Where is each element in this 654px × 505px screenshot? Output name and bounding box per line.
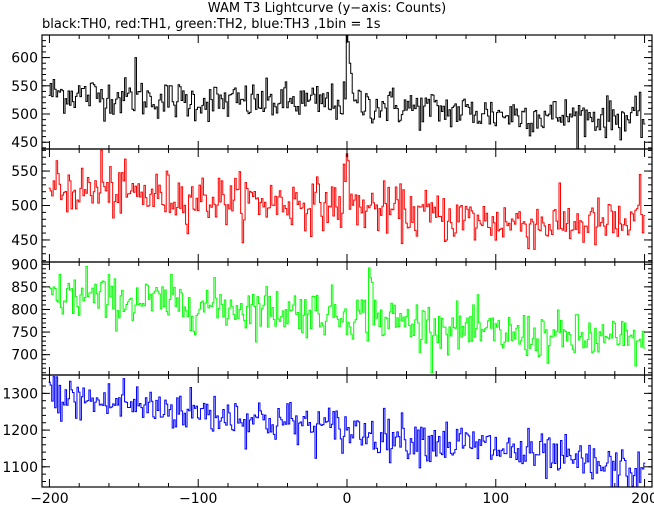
chart-title: WAM T3 Lightcurve (y−axis: Counts) — [207, 1, 447, 16]
xtick-label-2: 0 — [343, 491, 352, 505]
series-2-line — [48, 266, 646, 374]
panel-0-ytick-label-2: 550 — [11, 79, 38, 95]
panel-2-ytick-label-1: 750 — [11, 325, 38, 341]
panel-0-ytick-label-1: 500 — [11, 107, 38, 123]
series-3-line — [48, 376, 646, 487]
panel-0-ytick-label-3: 600 — [11, 51, 38, 67]
panel-3-ytick-label-2: 1300 — [2, 386, 38, 402]
panel-3-frame — [41, 374, 653, 488]
panel-1-ytick-label-2: 550 — [11, 164, 38, 180]
panel-2-ytick-label-3: 850 — [11, 280, 38, 296]
xtick-label-4: 200 — [631, 491, 654, 505]
chart-subtitle: black:TH0, red:TH1, green:TH2, blue:TH3 … — [42, 17, 381, 32]
xtick-label-1: −100 — [179, 491, 217, 505]
panel-3-ytick-label-1: 1200 — [2, 423, 38, 439]
panel-0-frame — [41, 34, 653, 150]
panel-2-ytick-label-2: 800 — [11, 302, 38, 318]
panel-3-ytick-label-0: 1100 — [2, 460, 38, 476]
panel-1-ytick-label-0: 450 — [11, 233, 38, 249]
xtick-label-0: −200 — [30, 491, 68, 505]
panel-2-ytick-label-4: 900 — [11, 257, 38, 273]
xtick-label-3: 100 — [482, 491, 509, 505]
panel-1-ytick-label-1: 500 — [11, 199, 38, 215]
panel-0-ytick-label-0: 450 — [11, 135, 38, 151]
panel-2-ytick-label-0: 700 — [11, 348, 38, 364]
series-1-line — [48, 149, 646, 250]
series-0-line — [48, 35, 646, 149]
